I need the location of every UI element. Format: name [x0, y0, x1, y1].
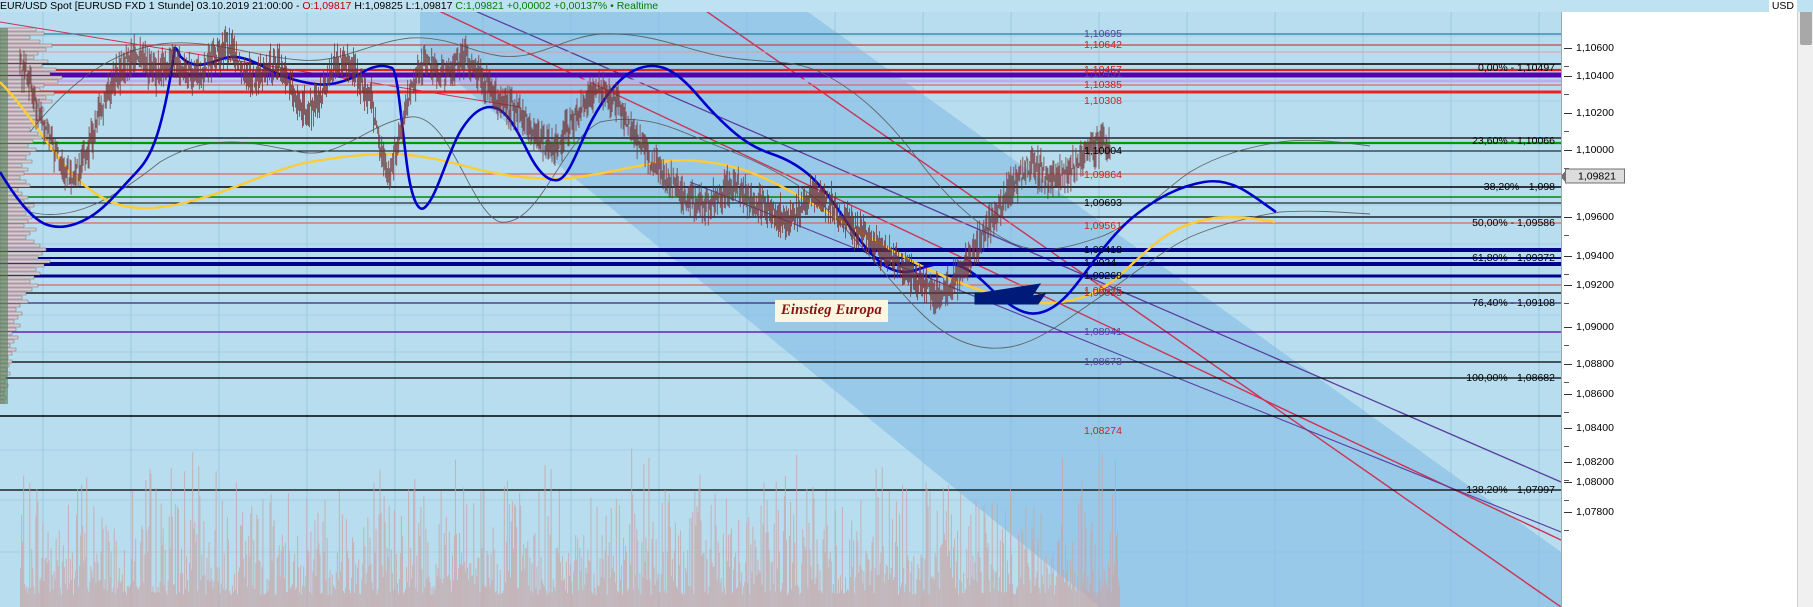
header-timestamp: 03.10.2019 21:00:00: [196, 0, 294, 12]
price-axis-minor-tick: [1564, 235, 1569, 236]
candlestick-series: [19, 26, 1111, 315]
price-axis-minor-tick: [1564, 530, 1569, 531]
volume-profile-value-area: [0, 28, 8, 404]
header-close: C:1,09821: [455, 0, 504, 12]
header-high: H:1,09825: [354, 0, 403, 12]
chart-canvas: [0, 12, 1561, 607]
price-axis-tick: 1,08000: [1562, 476, 1614, 488]
price-axis-tick: 1,09600: [1562, 211, 1614, 223]
header-currency-label: USD: [1768, 0, 1797, 12]
trendline-lower-red: [706, 12, 1561, 607]
header-dash: -: [295, 0, 300, 12]
price-axis-tick: 1,08200: [1562, 456, 1614, 468]
price-axis-minor-tick: [1564, 382, 1569, 383]
price-axis-minor-tick: [1564, 446, 1569, 447]
header-open: O:1,09817: [302, 0, 352, 12]
trendline-purple: [475, 12, 1561, 483]
price-axis-tick: 1,09200: [1562, 279, 1614, 291]
price-axis-minor-tick: [1564, 131, 1569, 132]
price-axis-tick: 1,10600: [1562, 42, 1614, 54]
annotation-einstieg-europa[interactable]: Einstieg Europa: [775, 300, 888, 322]
price-axis-tick: 1,10400: [1562, 70, 1614, 82]
price-axis-tick: 1,09000: [1562, 321, 1614, 333]
price-chart-plot-area[interactable]: 0,00% - 1,10497 23,60% - 1,10066 38,20% - …: [0, 12, 1561, 607]
price-axis-minor-tick: [1564, 303, 1569, 304]
bollinger-upper: [29, 33, 1371, 251]
price-axis-tick: 1,10200: [1562, 107, 1614, 119]
last-price-marker: 1,09821: [1565, 168, 1625, 184]
vertical-scrollbar[interactable]: [1797, 0, 1813, 607]
price-axis-tick: 1,08600: [1562, 388, 1614, 400]
scrollbar-thumb[interactable]: [1800, 3, 1812, 45]
header-change-abs: +0,00002: [506, 0, 551, 12]
price-axis-minor-tick: [1564, 500, 1569, 501]
price-axis-minor-tick: [1564, 66, 1569, 67]
ma-slow-yellow-line: [0, 81, 1276, 305]
header-symbol: EUR/USD Spot: [0, 0, 72, 12]
price-axis-tick: 1,08800: [1562, 358, 1614, 370]
price-axis-minor-tick: [1564, 480, 1569, 481]
header-contract: [EURUSD FXD 1 Stunde]: [74, 0, 194, 12]
price-axis-minor-tick: [1564, 412, 1569, 413]
price-axis-tick: 1,07800: [1562, 506, 1614, 518]
bollinger-lower: [29, 116, 1371, 349]
entry-arrow-icon: [974, 283, 1047, 305]
trendline-purple-2: [689, 181, 1561, 533]
price-axis-minor-tick: [1564, 345, 1569, 346]
price-axis-minor-tick: [1564, 94, 1569, 95]
header-change-pct: +0,00137%: [553, 0, 608, 12]
price-axis[interactable]: 1,10600 1,10400 1,10200 1,10000 1,09600 1,094…: [1561, 12, 1797, 607]
chart-header-bar: EUR/USD Spot [EURUSD FXD 1 Stunde] 03.10…: [0, 0, 1813, 12]
header-realtime-status: • Realtime: [610, 0, 659, 12]
header-low: L:1,09817: [405, 0, 453, 12]
volume-panel-bars: [20, 448, 1121, 607]
price-axis-tick: 1,09400: [1562, 250, 1614, 262]
price-axis-minor-tick: [1564, 274, 1569, 275]
price-axis-tick: 1,10000: [1562, 144, 1614, 156]
price-axis-tick: 1,08400: [1562, 422, 1614, 434]
